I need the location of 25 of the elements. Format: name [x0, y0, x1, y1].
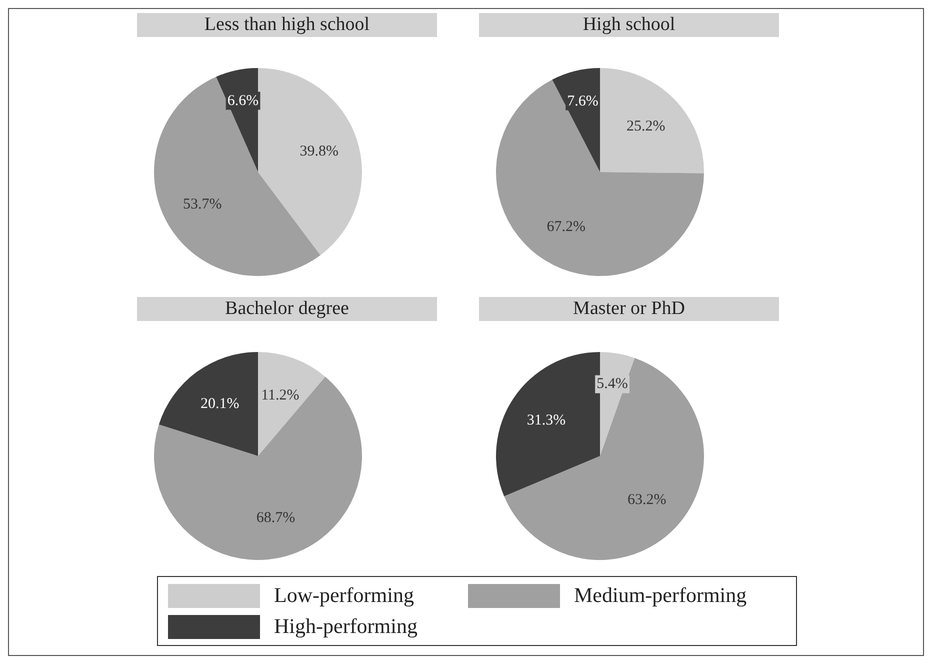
pie-slice: [258, 68, 362, 256]
data-label: 39.8%: [300, 144, 339, 160]
chart-title: Less than high school: [137, 13, 437, 37]
data-label: 11.2%: [261, 387, 300, 404]
pie-slice: [154, 376, 362, 560]
data-label: 6.6%: [227, 92, 259, 109]
pie-slice: [496, 80, 704, 276]
chart-title: Bachelor degree: [137, 297, 437, 321]
chart-title: Master or PhD: [479, 297, 779, 321]
data-label: 31.3%: [526, 412, 566, 428]
pie-slice: [600, 68, 704, 174]
data-label: 67.2%: [546, 218, 586, 235]
data-label: 7.6%: [567, 93, 598, 110]
data-label: 68.7%: [256, 510, 296, 526]
legend-label: Medium-performing: [574, 583, 747, 608]
pie-slice: [504, 358, 704, 560]
legend-label: High-performing: [274, 614, 418, 639]
chart-title: High school: [479, 13, 779, 37]
data-label: 5.4%: [596, 376, 628, 392]
pie-slice: [158, 352, 258, 456]
data-label: 20.1%: [200, 396, 240, 412]
data-label: 25.2%: [626, 118, 666, 135]
legend-label: Low-performing: [274, 583, 414, 608]
data-label: 63.2%: [628, 492, 666, 508]
data-label: 53.7%: [182, 196, 222, 213]
